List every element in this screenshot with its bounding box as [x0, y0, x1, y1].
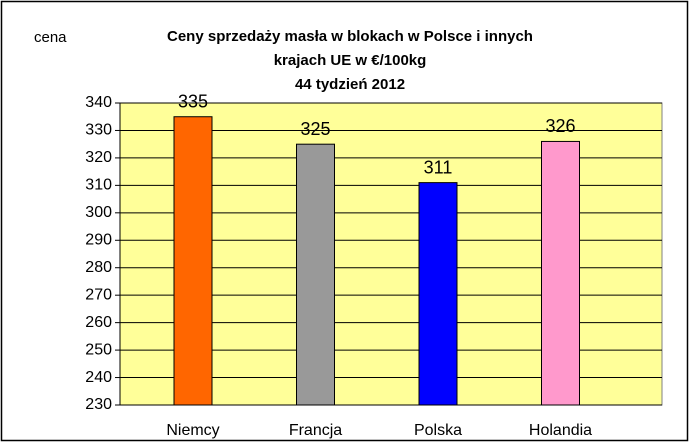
- y-tick-label: 280: [85, 259, 112, 276]
- bar: [418, 182, 458, 406]
- y-tick-label: 270: [85, 286, 112, 303]
- y-tick-label: 260: [85, 314, 112, 331]
- bar: [296, 143, 335, 406]
- y-axis-label: cena: [34, 29, 67, 46]
- y-tick-label: 320: [85, 149, 112, 166]
- data-label: 325: [300, 119, 330, 139]
- y-tick-label: 250: [85, 341, 112, 358]
- chart-title: Ceny sprzedaży masła w blokach w Polsce …: [167, 28, 533, 45]
- bar: [541, 140, 580, 406]
- y-tick-label: 310: [85, 177, 112, 194]
- x-tick-label: Polska: [414, 422, 462, 439]
- y-tick-label: 340: [85, 94, 112, 111]
- x-tick-label: Niemcy: [166, 422, 219, 439]
- y-tick-label: 300: [85, 204, 112, 221]
- x-tick-label: Francja: [289, 422, 342, 439]
- data-label: 311: [424, 157, 453, 177]
- chart-title: 44 tydzień 2012: [295, 76, 405, 93]
- chart-title: krajach UE w €/100kg: [274, 52, 427, 69]
- bar: [173, 116, 213, 406]
- data-label: 326: [545, 116, 575, 136]
- y-tick-label: 330: [85, 122, 112, 139]
- x-tick-label: Holandia: [529, 422, 592, 439]
- data-label: 335: [178, 91, 208, 111]
- y-tick-label: 290: [85, 231, 112, 248]
- y-tick-label: 240: [85, 369, 112, 386]
- y-tick-label: 230: [85, 396, 112, 413]
